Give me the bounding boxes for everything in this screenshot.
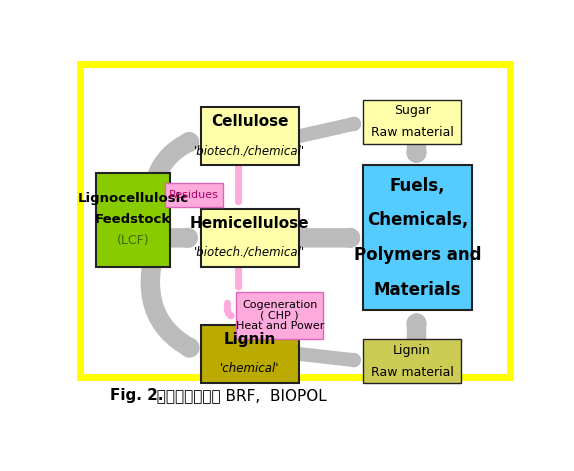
Text: 리그노셀룰로즈 BRF,  BIOPOL: 리그노셀룰로즈 BRF, BIOPOL [148,388,327,403]
Text: Feedstock: Feedstock [95,213,171,226]
Text: Fig. 2.: Fig. 2. [110,388,163,403]
Text: Cellulose: Cellulose [211,114,289,130]
Text: Sugar: Sugar [394,105,430,117]
Bar [363,340,461,383]
Bar [201,325,298,383]
Text: Lignocellulosic: Lignocellulosic [77,193,188,205]
Text: Materials: Materials [374,281,461,299]
Text: ( CHP ): ( CHP ) [261,311,299,321]
Text: 'biotech./chemical': 'biotech./chemical' [194,144,305,157]
Bar [96,172,170,267]
Text: Residues: Residues [169,190,219,200]
Bar [201,209,298,267]
Text: (LCF): (LCF) [117,234,149,247]
Bar [80,64,510,377]
Bar [363,165,472,310]
Text: Lignin: Lignin [393,344,431,357]
Text: Hemicellulose: Hemicellulose [190,216,309,231]
Text: Raw material: Raw material [371,126,453,139]
Bar [363,100,461,144]
Text: Polymers and: Polymers and [354,246,482,264]
Bar [201,107,298,165]
Text: Chemicals,: Chemicals, [367,211,468,229]
Text: 'chemical': 'chemical' [220,362,280,375]
Text: Lignin: Lignin [223,332,276,347]
Bar [165,184,223,207]
Bar [236,292,323,340]
Text: Heat and Power: Heat and Power [235,321,324,331]
Text: Fuels,: Fuels, [390,177,445,195]
Text: Raw material: Raw material [371,365,453,379]
Text: Cogeneration: Cogeneration [242,300,317,310]
Text: 'biotech./chemical': 'biotech./chemical' [194,246,305,259]
